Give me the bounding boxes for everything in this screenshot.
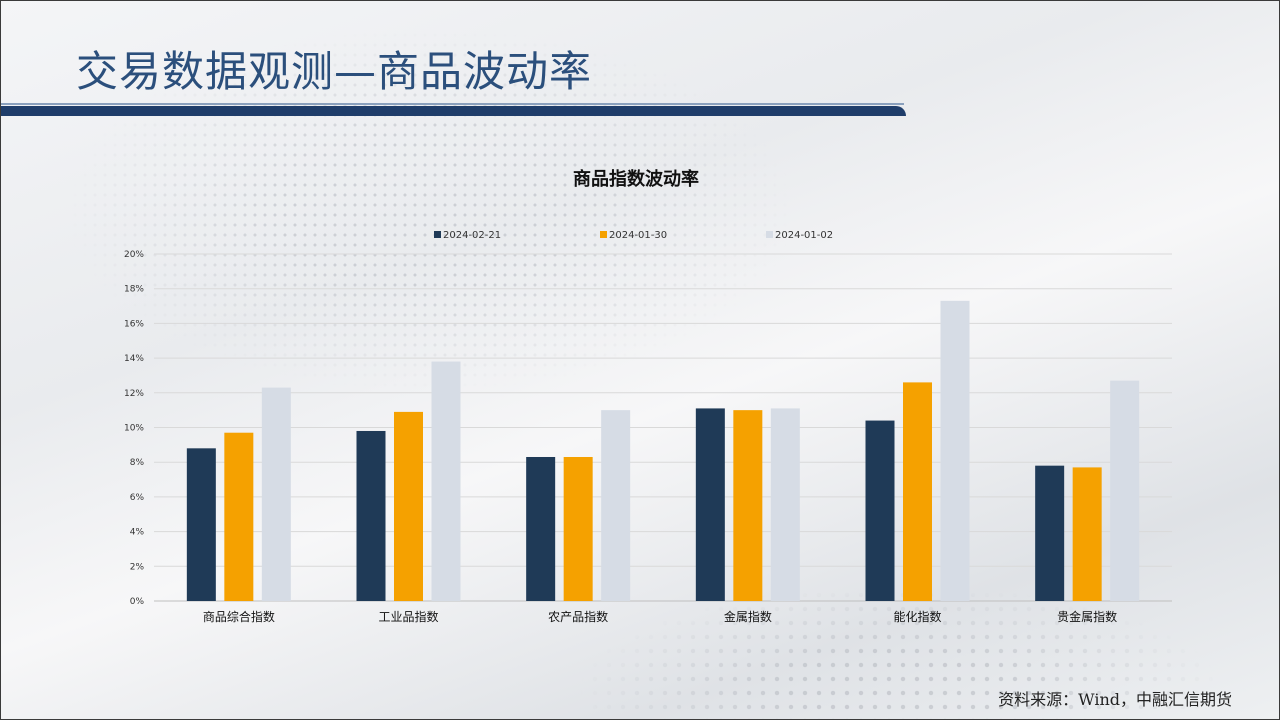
y-tick-label: 0% <box>130 597 145 607</box>
legend-swatch <box>766 231 773 238</box>
x-tick-label: 金属指数 <box>724 609 772 624</box>
title-underline-bar <box>0 106 906 116</box>
y-tick-label: 20% <box>124 250 144 260</box>
bar <box>1035 465 1065 601</box>
y-tick-label: 6% <box>130 493 145 503</box>
bar <box>431 361 461 601</box>
y-tick-label: 4% <box>130 528 145 538</box>
bar <box>261 387 291 601</box>
bar <box>770 408 800 601</box>
bar <box>186 448 216 601</box>
title-underline-thin <box>0 103 904 105</box>
bar <box>865 420 895 601</box>
chart-title: 商品指数波动率 <box>573 168 699 190</box>
legend-swatch <box>434 231 441 238</box>
data-source-note: 资料来源：Wind，中融汇信期货 <box>998 690 1232 709</box>
bar <box>563 456 593 601</box>
y-tick-label: 8% <box>130 458 145 468</box>
y-tick-label: 16% <box>124 319 144 329</box>
x-tick-label: 商品综合指数 <box>203 609 275 624</box>
y-tick-label: 2% <box>130 562 145 572</box>
x-tick-label: 农产品指数 <box>548 609 608 624</box>
bar <box>356 430 386 601</box>
bar <box>526 456 556 601</box>
y-axis: 0% 2% 4% 6% 8% 10% 12% 14% 16% 18% 20% <box>124 250 144 607</box>
chart-legend: 2024-02-21 2024-01-30 2024-01-02 <box>434 230 833 241</box>
bar <box>695 408 725 601</box>
bar <box>1072 467 1102 601</box>
legend-label: 2024-01-30 <box>609 230 667 241</box>
bar <box>224 432 254 601</box>
x-tick-label: 贵金属指数 <box>1057 609 1117 624</box>
legend-label: 2024-01-02 <box>775 230 833 241</box>
y-tick-label: 12% <box>124 389 144 399</box>
legend-swatch <box>600 231 607 238</box>
x-tick-label: 能化指数 <box>893 609 941 624</box>
bar-group <box>186 300 1140 601</box>
y-tick-label: 14% <box>124 354 144 364</box>
bar <box>394 411 423 601</box>
y-tick-label: 18% <box>124 285 144 295</box>
chart-gridlines <box>154 253 1172 602</box>
x-tick-label: 工业品指数 <box>378 609 438 624</box>
y-tick-label: 10% <box>124 424 144 434</box>
x-axis: 商品综合指数 工业品指数 农产品指数 金属指数 能化指数 贵金属指数 <box>203 609 1117 624</box>
bar <box>1110 380 1140 601</box>
bar <box>733 410 763 601</box>
bar <box>903 382 932 601</box>
slide-title: 交易数据观测—商品波动率 <box>76 47 593 96</box>
bar <box>940 300 970 601</box>
bar <box>601 410 631 601</box>
legend-label: 2024-02-21 <box>443 230 501 241</box>
